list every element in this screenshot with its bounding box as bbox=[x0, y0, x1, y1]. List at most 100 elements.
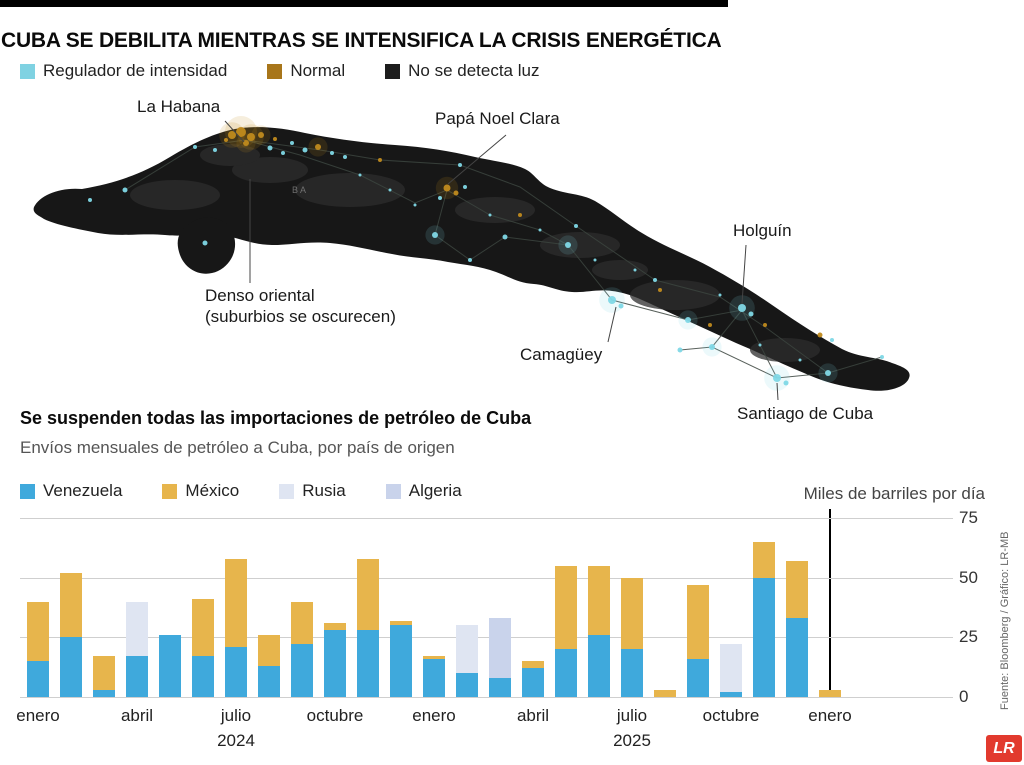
axis-unit-note: Miles de barriles por día bbox=[803, 484, 985, 503]
legend-label-algeria: Algeria bbox=[408, 481, 462, 500]
x-tick-label-4: enero bbox=[412, 706, 456, 725]
bar-septiembre-2025-venezuela bbox=[687, 658, 709, 697]
map-label-denso-oriental: Denso oriental (suburbios se oscurecen) bbox=[205, 286, 396, 327]
legend-label-normal: Normal bbox=[290, 61, 346, 80]
map-label-camaguey: Camagüey bbox=[520, 345, 603, 364]
bar-octubre-2025-venezuela bbox=[720, 692, 742, 697]
bar-junio-2024-venezuela bbox=[192, 656, 214, 697]
bar-febrero-2024-méxico bbox=[60, 572, 82, 638]
top-rule bbox=[0, 0, 728, 7]
bar-agosto-2024-méxico bbox=[258, 634, 280, 666]
x-tick-label-0: enero bbox=[16, 706, 60, 725]
bar-abril-2024-venezuela bbox=[126, 656, 148, 697]
lr-logo: LR bbox=[986, 735, 1022, 762]
bar-octubre-2024-venezuela bbox=[324, 630, 346, 697]
legend-swatch-regulador bbox=[20, 63, 35, 79]
bar-diciembre-2024-venezuela bbox=[390, 625, 412, 697]
legend-swatch-mexico bbox=[162, 483, 178, 499]
map-label-holguin: Holguín bbox=[733, 221, 792, 240]
chart-subheading: Envíos mensuales de petróleo a Cuba, por… bbox=[20, 438, 455, 457]
bar-marzo-2025-venezuela bbox=[489, 677, 511, 697]
bar-noviembre-2025-méxico bbox=[753, 541, 775, 578]
source-credit: Fuente: Bloomberg / Gráfico: LR-MB bbox=[999, 531, 1011, 710]
bar-mayo-2025-méxico bbox=[555, 565, 577, 650]
bar-enero-2024-venezuela bbox=[27, 661, 49, 697]
chart-legend-item-mexico: México bbox=[162, 481, 239, 501]
bar-junio-2025-méxico bbox=[588, 565, 610, 635]
legend-swatch-rusia bbox=[279, 483, 295, 499]
year-label-2024: 2024 bbox=[217, 731, 255, 750]
legend-label-venezuela: Venezuela bbox=[43, 481, 123, 500]
y-tick-label-50: 50 bbox=[959, 567, 978, 587]
bar-enero-2025-venezuela bbox=[423, 658, 445, 697]
cuba-night-map: B A bbox=[33, 116, 910, 401]
bar-abril-2025-venezuela bbox=[522, 668, 544, 697]
bar-junio-2025-venezuela bbox=[588, 634, 610, 697]
bar-octubre-2025-rusia bbox=[720, 644, 742, 693]
bar-mayo-2024-venezuela bbox=[159, 634, 181, 697]
map-label-la-habana: La Habana bbox=[137, 97, 221, 116]
bar-noviembre-2025-venezuela bbox=[753, 577, 775, 697]
bar-marzo-2024-venezuela bbox=[93, 689, 115, 697]
isla-de-la-juventud-shape bbox=[177, 217, 236, 274]
bar-febrero-2025-venezuela bbox=[456, 673, 478, 697]
bar-septiembre-2024-méxico bbox=[291, 601, 313, 645]
label-connector-lines bbox=[224, 120, 779, 401]
legend-label-regulador: Regulador de intensidad bbox=[43, 61, 228, 80]
gridline-50 bbox=[20, 577, 953, 579]
bar-octubre-2024-méxico bbox=[324, 623, 346, 631]
x-tick-label-8: enero bbox=[808, 706, 852, 725]
y-tick-label-75: 75 bbox=[959, 508, 978, 527]
bar-noviembre-2024-venezuela bbox=[357, 630, 379, 697]
bar-abril-2025-méxico bbox=[522, 661, 544, 669]
map-legend: Regulador de intensidad Normal No se det… bbox=[20, 61, 579, 81]
bar-enero-2025-méxico bbox=[423, 656, 445, 659]
bar-julio-2025-venezuela bbox=[621, 649, 643, 697]
main-title: CUBA SE DEBILITA MIENTRAS SE INTENSIFICA… bbox=[1, 29, 722, 53]
terrain-patches bbox=[130, 144, 820, 362]
bar-septiembre-2024-venezuela bbox=[291, 644, 313, 697]
bar-diciembre-2025-venezuela bbox=[786, 618, 808, 697]
map-label-santiago: Santiago de Cuba bbox=[737, 404, 874, 423]
legend-swatch-algeria bbox=[385, 483, 401, 499]
y-tick-label-25: 25 bbox=[959, 627, 978, 647]
chart-legend-item-venezuela: Venezuela bbox=[20, 481, 122, 501]
bar-marzo-2024-méxico bbox=[93, 656, 115, 690]
legend-label-rusia: Rusia bbox=[302, 481, 346, 500]
bar-agosto-2025-méxico bbox=[654, 689, 676, 697]
legend-label-mexico: México bbox=[185, 481, 240, 500]
map-legend-item-normal: Normal bbox=[267, 61, 345, 81]
bar-julio-2024-méxico bbox=[225, 558, 247, 647]
x-tick-label-6: julio bbox=[616, 706, 648, 725]
bar-noviembre-2024-méxico bbox=[357, 558, 379, 631]
gridline-25 bbox=[20, 637, 953, 639]
x-tick-label-3: octubre bbox=[306, 706, 364, 725]
denso-oriental-line1: Denso oriental bbox=[205, 286, 315, 305]
bar-febrero-2024-venezuela bbox=[60, 637, 82, 697]
map-label-papa-noel-clara: Papá Noel Clara bbox=[435, 109, 560, 128]
gridline-75 bbox=[20, 518, 953, 519]
bar-junio-2024-méxico bbox=[192, 599, 214, 657]
denso-oriental-line2: (suburbios se oscurecen) bbox=[205, 306, 396, 326]
bar-mayo-2025-venezuela bbox=[555, 649, 577, 697]
legend-swatch-normal bbox=[267, 63, 283, 79]
legend-label-no-luz: No se detecta luz bbox=[408, 61, 540, 80]
bar-diciembre-2025-méxico bbox=[786, 560, 808, 619]
x-tick-label-5: abril bbox=[516, 706, 550, 725]
bar-enero-2024-méxico bbox=[27, 601, 49, 662]
bar-julio-2024-venezuela bbox=[225, 646, 247, 697]
legend-swatch-no-luz bbox=[385, 63, 401, 79]
map-legend-item-no-luz: No se detecta luz bbox=[385, 61, 539, 81]
y-tick-label-0: 0 bbox=[959, 687, 969, 706]
bar-julio-2025-méxico bbox=[621, 577, 643, 650]
bar-agosto-2024-venezuela bbox=[258, 665, 280, 697]
chart-legend: Venezuela México Rusia Algeria bbox=[20, 481, 502, 501]
bar-febrero-2025-rusia bbox=[456, 625, 478, 674]
map-legend-item-regulador: Regulador de intensidad bbox=[20, 61, 227, 81]
x-tick-label-1: abril bbox=[120, 706, 154, 725]
chart-heading: Se suspenden todas las importaciones de … bbox=[20, 408, 532, 428]
axis-note-pointer-line bbox=[829, 509, 831, 697]
bar-marzo-2025-algeria bbox=[489, 618, 511, 678]
gridline-0 bbox=[20, 697, 953, 698]
